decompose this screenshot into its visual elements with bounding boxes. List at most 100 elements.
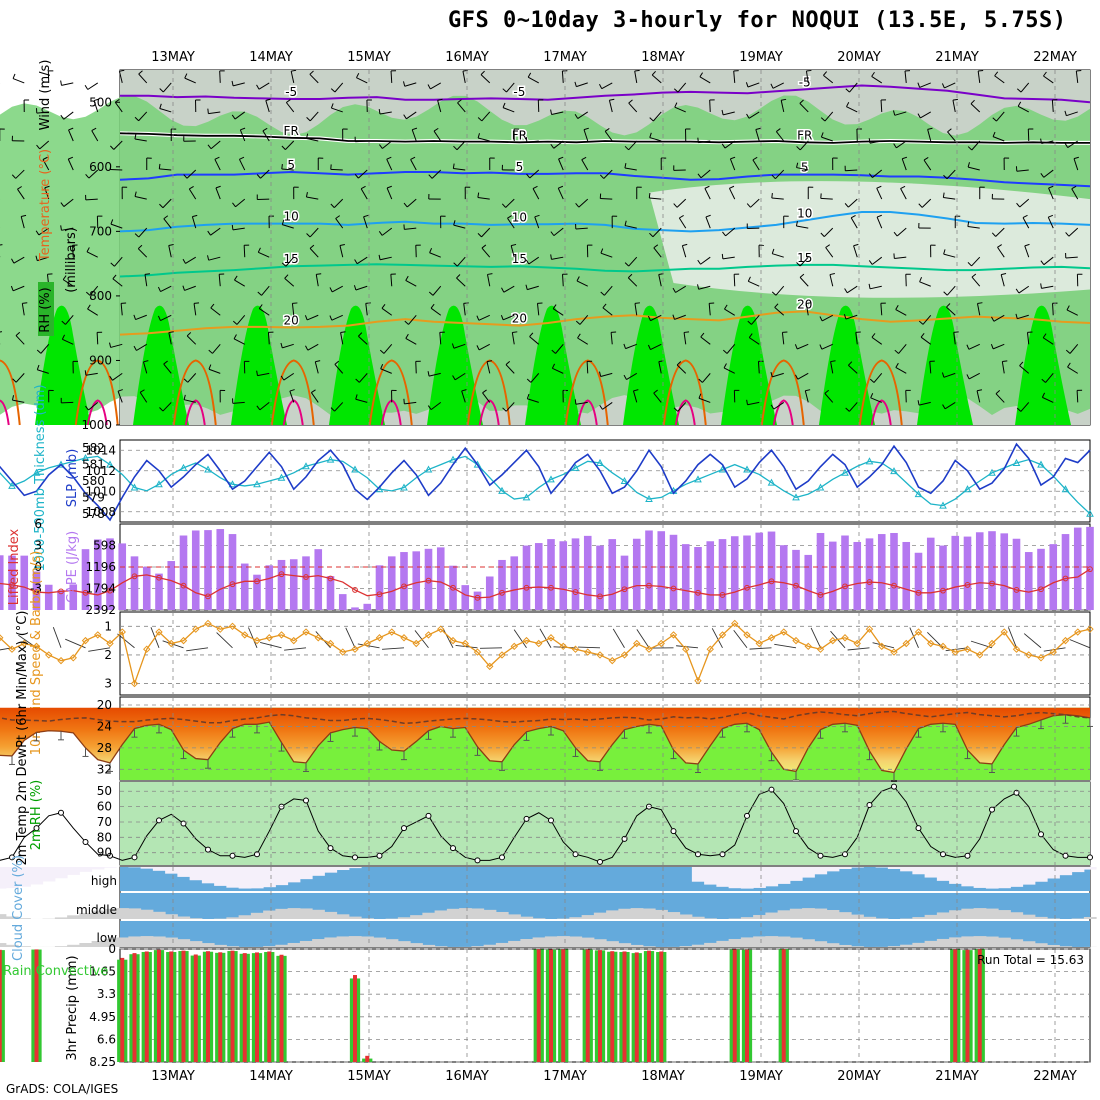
wind-barb-feather (599, 174, 605, 179)
cape-bar (902, 541, 911, 610)
wind-barb (334, 402, 344, 412)
cape-bar (1049, 544, 1058, 610)
cloud-clear (165, 937, 178, 947)
cape-tick-label: 1196 (85, 560, 116, 574)
wind10-barb (774, 643, 797, 649)
wind-barb (404, 82, 417, 87)
cloud-clear (777, 867, 791, 884)
wind-barb (895, 309, 907, 316)
wind-barb (996, 111, 1005, 122)
wind-barb (749, 337, 760, 345)
wind-barb (846, 285, 858, 294)
cloud-clear (544, 936, 558, 947)
rh-point (597, 858, 603, 865)
wind-barb (825, 247, 834, 258)
cloud-clear (275, 867, 289, 886)
wind-barb-feather (453, 262, 458, 267)
isotherm-label: 5 (516, 160, 524, 174)
wind-barb (507, 217, 515, 229)
wind-barb-feather (457, 99, 462, 104)
wind-barb (410, 159, 417, 171)
cloud-clear (961, 936, 975, 947)
wind-barb (112, 278, 123, 287)
wind-barb-feather (117, 389, 123, 392)
wind-barb-feather (231, 114, 236, 120)
lifted-index-point (523, 584, 530, 591)
wind-barb (846, 106, 858, 113)
precip-convective-bar (144, 951, 149, 1062)
wind-barb (282, 343, 294, 349)
cloud-clear (189, 867, 203, 881)
wind-barb-feather (575, 320, 581, 325)
wind-barb (340, 332, 344, 345)
wind-barb-feather (917, 400, 920, 406)
date-label: 17MAY (543, 1069, 587, 1084)
wind10-point (963, 645, 972, 653)
wind-barb (929, 361, 932, 374)
precip-convective-bar (157, 949, 161, 1062)
wind-barb-feather (698, 393, 702, 399)
wind-barb (1075, 70, 1079, 83)
wind-barb-feather (232, 320, 238, 325)
precip-convective-bar (132, 953, 137, 1062)
wind-barb-feather (291, 69, 297, 72)
wind-barb (876, 216, 883, 229)
wind-barb-feather (284, 274, 289, 279)
cloud-clear (116, 937, 129, 947)
wind-barb-feather (163, 360, 168, 365)
cape-bar (1061, 534, 1070, 610)
wind-barb-feather (363, 214, 369, 218)
wind-barb-feather (109, 145, 115, 150)
wind-barb (608, 100, 613, 113)
rh-point (33, 825, 40, 832)
wind-barb-feather (233, 334, 237, 340)
wind-barb-feather (477, 232, 482, 238)
cloud-clear (985, 867, 999, 889)
wind-barb (624, 225, 637, 229)
cloud-clear (606, 941, 619, 947)
cape-bar (387, 556, 396, 610)
lifted-index-point (425, 577, 432, 584)
cloud-clear (67, 867, 80, 875)
cloud-clear (128, 908, 142, 919)
thickness-point (865, 457, 874, 465)
wind-barb-feather (845, 88, 850, 93)
wind-barb (355, 140, 368, 143)
wind-barb (259, 402, 270, 411)
thickness-point (890, 467, 898, 475)
wind10-point (1025, 651, 1033, 659)
wind10-barb (284, 647, 307, 651)
cloud-clear (642, 946, 656, 947)
wind-barb-feather (604, 128, 610, 132)
lifted-index-point (915, 589, 922, 596)
wind-barb (653, 247, 662, 258)
wind-barb (775, 285, 785, 296)
wind-barb-feather (674, 102, 678, 108)
wind-barb (457, 102, 466, 113)
cloud-clear (998, 910, 1011, 919)
wind-barb (723, 367, 735, 374)
wind-barb-feather (943, 291, 948, 296)
isotherm-line (119, 211, 1091, 233)
cloud-ylabel: Cloud Cover (%) (11, 855, 26, 961)
wind-barb-feather (0, 244, 3, 246)
cape-bar (436, 547, 445, 610)
wind-barb (650, 314, 662, 322)
lifted-index-point (621, 586, 628, 593)
wind-barb-feather (941, 83, 945, 89)
date-label: 18MAY (641, 1069, 685, 1084)
wind-barb-feather (329, 315, 333, 321)
cloud-clear (324, 867, 338, 873)
wind-barb (429, 252, 441, 258)
wind-barb (676, 198, 687, 208)
wind-barb-feather (583, 127, 589, 131)
wind-barb (139, 392, 148, 403)
wind-barb (62, 279, 74, 287)
wind-barb (331, 107, 343, 113)
wind10-point (449, 636, 457, 645)
wind-barb-feather (60, 225, 62, 231)
wind-barb (96, 332, 99, 345)
rh-point (450, 845, 456, 852)
cloud-clear (826, 867, 840, 872)
